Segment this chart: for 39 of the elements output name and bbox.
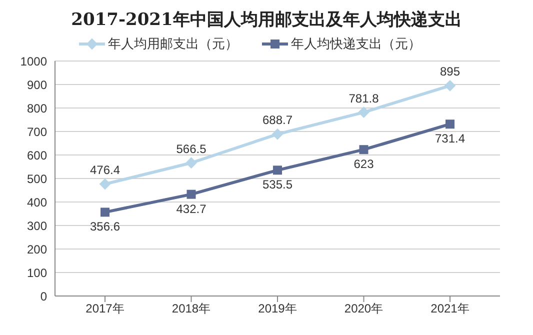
data-label: 731.4 bbox=[434, 132, 466, 146]
data-label: 432.7 bbox=[176, 202, 207, 216]
point bbox=[273, 166, 282, 175]
point bbox=[444, 80, 456, 92]
x-tick-label: 2019年 bbox=[258, 302, 297, 316]
y-tick-label: 0 bbox=[40, 289, 48, 304]
chart-title: 2017-2021年中国人均用邮支出及年人均快递支出 bbox=[70, 9, 463, 31]
y-tick-label: 1000 bbox=[20, 54, 48, 68]
legend-label: 年人均用邮支出（元） bbox=[108, 35, 238, 53]
y-tick-label: 800 bbox=[26, 101, 48, 116]
x-tick-label: 2018年 bbox=[172, 302, 211, 316]
point bbox=[186, 157, 197, 168]
point bbox=[446, 120, 454, 129]
y-tick-label: 900 bbox=[26, 78, 48, 92]
y-tick-label: 100 bbox=[26, 266, 48, 280]
y-tick-label: 700 bbox=[26, 124, 48, 139]
data-label: 356.6 bbox=[90, 220, 120, 234]
point bbox=[186, 190, 196, 199]
y-tick-label: 500 bbox=[26, 172, 48, 186]
y-tick-label: 200 bbox=[26, 242, 48, 256]
data-label: 535.5 bbox=[262, 178, 293, 192]
point bbox=[100, 178, 110, 190]
y-tick-label: 400 bbox=[26, 195, 48, 210]
y-tick-label: 600 bbox=[26, 148, 48, 162]
data-label: 566.5 bbox=[176, 142, 207, 156]
data-label: 688.7 bbox=[262, 113, 293, 128]
data-label: 476.4 bbox=[90, 163, 120, 178]
x-tick-label: 2017年 bbox=[86, 302, 124, 316]
x-tick-label: 2020年 bbox=[344, 302, 384, 316]
data-label: 623 bbox=[354, 157, 374, 172]
data-label: 895 bbox=[440, 64, 460, 79]
point bbox=[272, 128, 283, 140]
point bbox=[100, 208, 110, 217]
y-tick-label: 300 bbox=[26, 218, 48, 233]
data-label: 781.8 bbox=[348, 91, 380, 106]
x-tick-label: 2021年 bbox=[430, 302, 470, 316]
legend-label: 年人均快递支出（元） bbox=[291, 35, 421, 53]
point bbox=[358, 106, 370, 118]
point bbox=[359, 145, 368, 154]
